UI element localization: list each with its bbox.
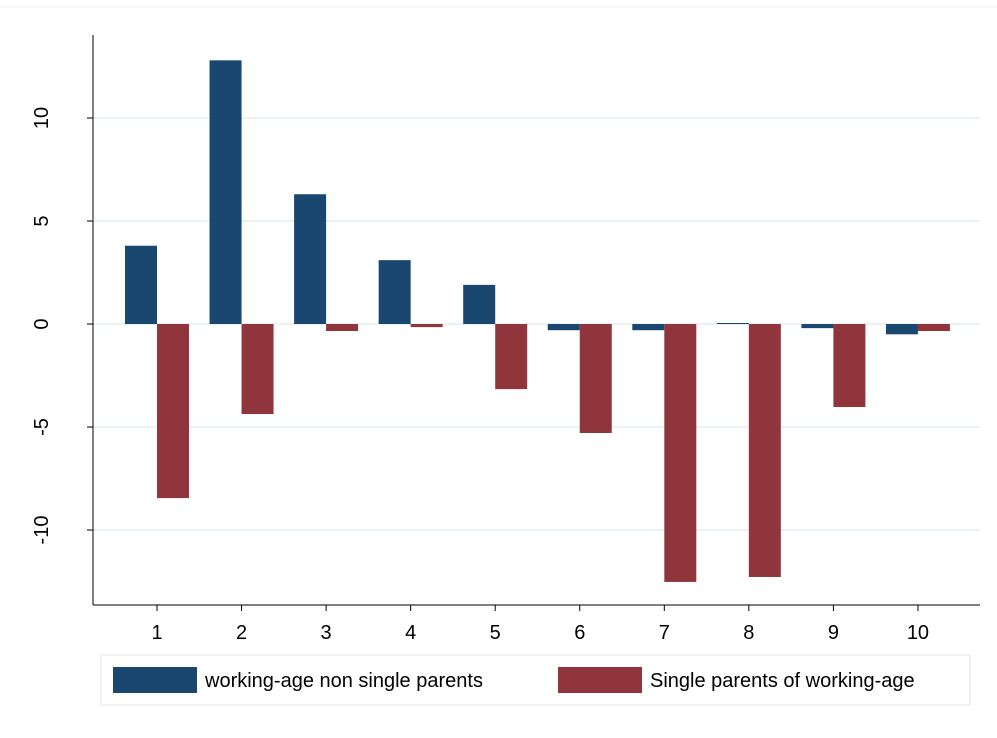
x-tick-label: 3 [321,622,332,644]
bar [801,324,834,329]
y-tick-label: 0 [31,318,53,329]
bar [157,324,189,499]
bar [209,60,242,325]
bar [917,324,950,332]
x-tick-label: 2 [236,622,247,644]
bar [748,324,781,577]
bar [664,324,697,582]
bar [326,324,359,332]
x-tick-label: 4 [405,622,416,644]
x-tick-label: 1 [151,622,162,644]
bar [294,194,327,325]
bar [716,322,749,325]
legend-swatch [558,667,642,693]
bar [463,284,496,325]
x-tick-label: 5 [490,622,501,644]
legend-box [100,654,971,706]
x-tick-label: 6 [574,622,585,644]
bar [579,324,612,433]
bar [833,324,866,408]
bar [241,324,274,415]
x-tick-label: 10 [907,622,929,644]
bar [885,324,918,335]
bar [378,260,411,325]
y-tick-label: 10 [31,107,53,129]
bar [547,324,580,331]
legend-label: working-age non single parents [204,670,483,692]
x-tick-label: 9 [828,622,839,644]
y-tick-label: 5 [31,215,53,226]
x-tick-label: 8 [743,622,754,644]
bar [410,324,443,328]
legend-swatch [113,667,197,693]
y-tick-label: -10 [31,516,53,545]
x-tick-label: 7 [659,622,670,644]
bar [125,245,157,325]
y-tick-label: -5 [31,418,53,436]
legend-label: Single parents of working-age [650,670,915,692]
bar [632,324,665,331]
bar [495,324,528,390]
